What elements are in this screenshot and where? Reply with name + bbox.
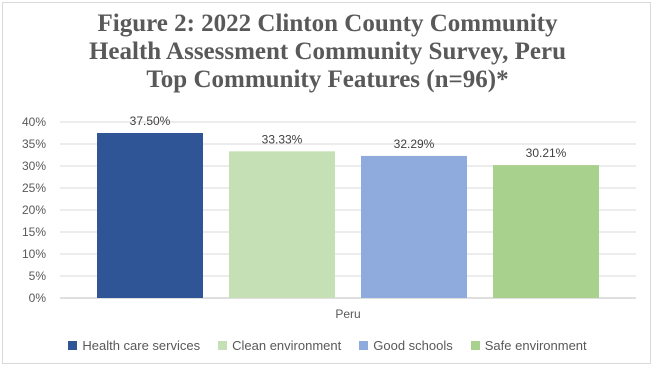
chart-title-line-1: Figure 2: 2022 Clinton County Community	[97, 10, 558, 37]
y-tick-label: 35%	[22, 137, 46, 151]
bar	[361, 155, 467, 298]
legend-label: Health care services	[82, 338, 201, 353]
legend-item: Safe environment	[470, 338, 587, 353]
legend-swatch	[68, 341, 78, 350]
y-tick-label: 10%	[22, 247, 46, 261]
bar	[493, 165, 599, 298]
bar	[229, 151, 335, 298]
data-label: 30.21%	[526, 146, 567, 160]
y-tick-label: 20%	[22, 203, 46, 217]
chart-legend: Health care services Clean environment Goo…	[0, 338, 655, 353]
chart-title: Figure 2: 2022 Clinton County Community …	[0, 10, 655, 94]
legend-swatch	[359, 341, 369, 350]
legend-item: Health care services	[68, 338, 200, 353]
chart-title-line-3: Top Community Features (n=96)*	[146, 66, 509, 93]
data-label: 32.29%	[394, 137, 435, 151]
y-tick-label: 0%	[29, 291, 47, 305]
legend-swatch	[218, 341, 228, 350]
legend-label: Safe environment	[484, 338, 587, 353]
legend-swatch	[470, 341, 480, 350]
bar	[97, 133, 203, 298]
legend-label: Clean environment	[232, 338, 342, 353]
chart-title-line-2: Health Assessment Community Survey, Peru	[88, 38, 567, 65]
y-tick-label: 25%	[22, 181, 46, 195]
y-tick-label: 40%	[22, 115, 46, 129]
legend-item: Clean environment	[218, 338, 341, 353]
y-tick-label: 5%	[29, 269, 47, 283]
data-label: 37.50%	[130, 114, 171, 128]
legend-item: Good schools	[359, 338, 453, 353]
y-tick-label: 30%	[22, 159, 46, 173]
data-label: 33.33%	[262, 132, 303, 146]
x-tick-label: Peru	[335, 307, 360, 321]
y-tick-label: 15%	[22, 225, 46, 239]
legend-label: Good schools	[373, 338, 453, 353]
